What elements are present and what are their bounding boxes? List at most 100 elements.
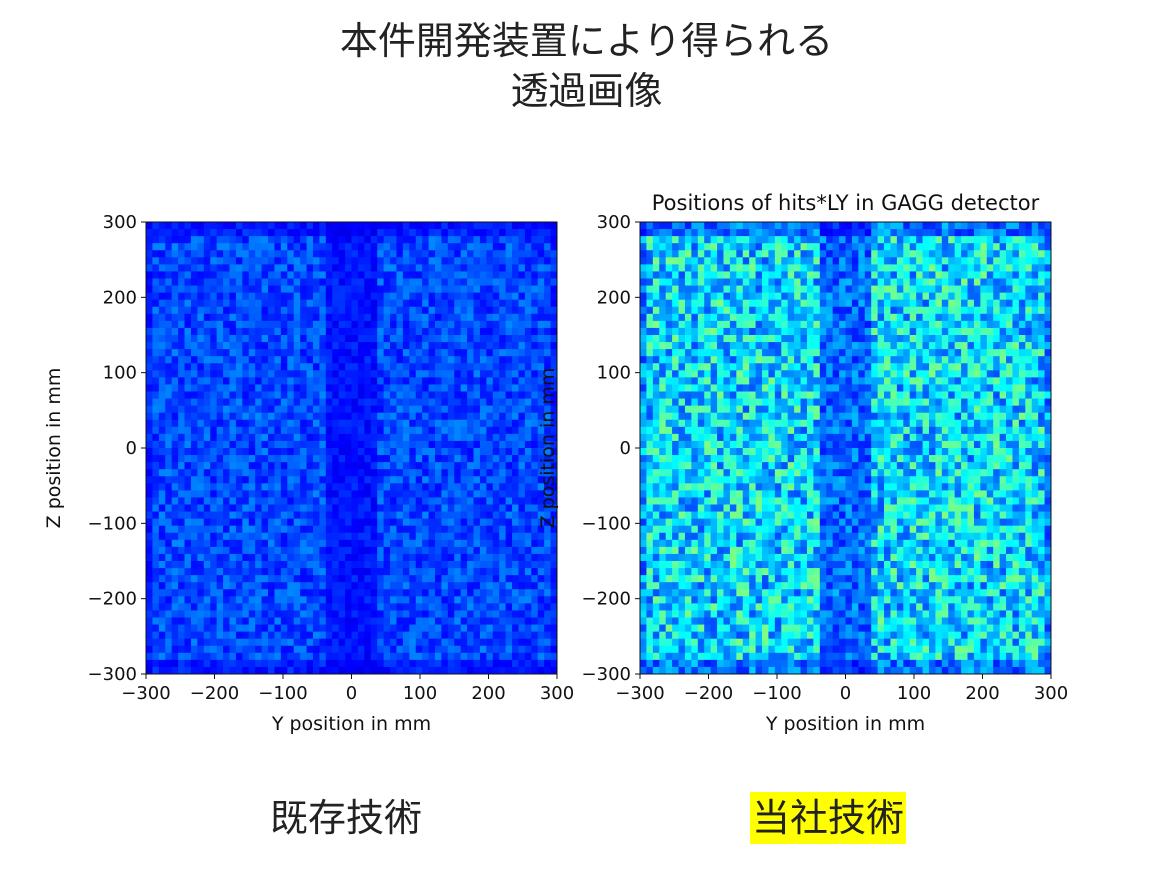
heatmap-cell [203,257,211,265]
heatmap-cell [261,440,269,449]
heatmap-cell [961,271,968,279]
heatmap-cell [383,363,391,371]
heatmap-cell [357,582,365,590]
heatmap-cell [377,356,385,364]
heatmap-cell [364,455,372,463]
heatmap-cell [742,229,750,237]
heatmap-cell [909,285,917,294]
heatmap-cell [499,511,507,520]
heatmap-cell [512,433,519,442]
heatmap-cell [203,398,211,407]
heatmap-cell [268,377,275,385]
heatmap-cell [415,313,423,322]
heatmap-cell [877,299,885,308]
heatmap-cell [512,313,519,322]
heatmap-cell [242,419,250,428]
heatmap-cell [704,236,712,244]
heatmap-cell [306,335,314,343]
heatmap-cell [467,553,474,562]
heatmap-cell [961,264,968,272]
heatmap-cell [357,659,365,668]
heatmap-cell [158,299,166,308]
heatmap-cell [383,335,391,343]
heatmap-cell [178,624,185,633]
heatmap-cell [665,229,673,237]
heatmap-cell [261,236,269,244]
heatmap-cell [1025,285,1033,294]
y-tick-label: −300 [88,664,137,685]
heatmap-cell [171,539,179,548]
heatmap-cell [524,483,532,491]
heatmap-cell [550,419,558,428]
heatmap-cell [544,666,551,675]
heatmap-cell [492,412,500,421]
heatmap-cell [505,504,513,512]
heatmap-cell [518,250,526,258]
heatmap-cell [845,243,853,251]
heatmap-cell [467,645,474,654]
heatmap-cell [884,271,891,279]
heatmap-cell [422,561,429,569]
heatmap-cell [300,497,307,505]
heatmap-cell [158,652,166,661]
heatmap-cell [229,236,237,244]
heatmap-cell [973,236,981,244]
x-tick-label: 0 [346,683,357,704]
heatmap-cell [383,264,391,272]
heatmap-cell [293,631,301,640]
heatmap-cell [832,313,840,322]
heatmap-cell [146,250,153,258]
heatmap-cell [704,278,712,286]
heatmap-cell [332,532,340,541]
heatmap-cell [473,525,481,534]
heatmap-cell [300,553,307,562]
heatmap-cell [261,469,269,477]
heatmap-cell [800,222,808,230]
heatmap-cell [345,398,352,407]
heatmap-cell [351,596,359,604]
heatmap-cell [903,292,911,301]
heatmap-cell [235,504,243,512]
heatmap-cell [229,631,237,640]
heatmap-cell [935,278,943,286]
heatmap-cell [691,229,699,237]
heatmap-cell [774,236,782,244]
heatmap-cell [332,490,340,498]
heatmap-cell [338,568,346,576]
heatmap-cell [434,518,442,527]
heatmap-cell [190,610,198,618]
heatmap-cell [460,370,468,378]
heatmap-cell [434,525,442,534]
heatmap-cell [832,299,840,308]
heatmap-cell [903,278,911,286]
heatmap-cell [434,278,442,286]
heatmap-cell [268,292,275,301]
heatmap-cell [146,575,153,583]
heatmap-cell [190,313,198,322]
heatmap-cell [684,264,692,272]
heatmap-cell [390,419,397,428]
heatmap-cell [441,377,449,385]
heatmap-cell [1031,229,1039,237]
heatmap-cell [473,497,481,505]
heatmap-cell [229,278,237,286]
heatmap-cell [537,398,545,407]
heatmap-cell [467,320,474,329]
heatmap-cell [364,476,372,484]
heatmap-cell [261,568,269,576]
heatmap-cell [999,278,1007,286]
heatmap-cell [210,398,218,407]
heatmap-cell [473,568,481,576]
heatmap-cell [986,236,994,244]
heatmap-cell [492,575,500,583]
heatmap-cell [377,617,385,625]
heatmap-cell [415,278,423,286]
heatmap-cell [531,264,539,272]
heatmap-cell [454,335,462,343]
heatmap-cell [505,483,513,491]
heatmap-cell [293,356,301,364]
heatmap-cell [710,285,718,294]
heatmap-cell [235,546,243,555]
heatmap-cell [422,596,429,604]
heatmap-cell [345,419,352,428]
